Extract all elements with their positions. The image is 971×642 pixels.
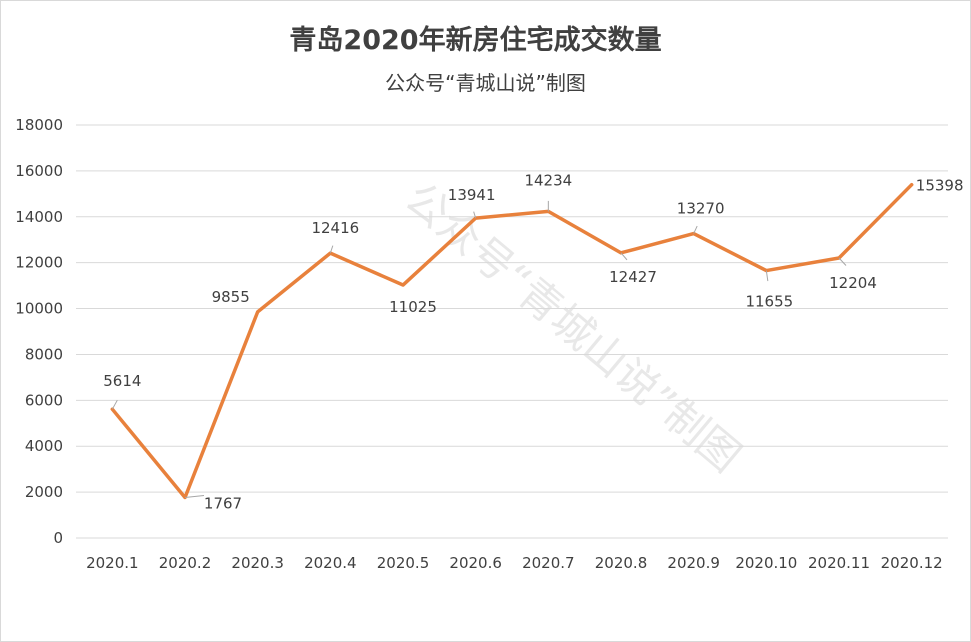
chart-title: 青岛2020年新房住宅成交数量 bbox=[289, 25, 662, 56]
x-tick-label: 2020.6 bbox=[449, 554, 502, 572]
x-tick-label: 2020.11 bbox=[808, 554, 870, 572]
data-label: 11025 bbox=[389, 298, 437, 316]
data-label: 14234 bbox=[524, 171, 572, 189]
source-badge: 青城山说 搜狐号@青岛精选 bbox=[790, 588, 968, 638]
data-label-leader bbox=[111, 399, 118, 410]
data-point bbox=[256, 310, 260, 314]
y-tick-label: 4000 bbox=[25, 437, 63, 455]
data-point bbox=[910, 183, 914, 187]
data-label: 12416 bbox=[311, 219, 359, 237]
x-tick-label: 2020.5 bbox=[377, 554, 430, 572]
x-tick-label: 2020.9 bbox=[667, 554, 720, 572]
data-label: 9855 bbox=[212, 288, 250, 306]
data-point bbox=[401, 283, 405, 287]
x-tick-label: 2020.7 bbox=[522, 554, 575, 572]
data-label: 12427 bbox=[609, 268, 657, 286]
data-label: 5614 bbox=[103, 372, 141, 390]
y-tick-label: 16000 bbox=[15, 162, 63, 180]
data-label-leader bbox=[620, 252, 628, 261]
data-label-leader bbox=[838, 257, 847, 266]
data-label: 11655 bbox=[745, 293, 793, 311]
chart-subtitle: 公众号“青城山说”制图 bbox=[385, 71, 586, 95]
badge-account-name: 青城山说 bbox=[834, 590, 906, 611]
data-label-leader bbox=[184, 494, 205, 498]
data-label: 12204 bbox=[829, 274, 877, 292]
data-label-leader bbox=[693, 225, 698, 234]
data-label: 1767 bbox=[204, 494, 242, 512]
y-tick-label: 8000 bbox=[25, 345, 63, 363]
data-label: 13270 bbox=[677, 200, 725, 218]
x-tick-label: 2020.8 bbox=[595, 554, 648, 572]
data-label-leader bbox=[329, 245, 334, 254]
x-tick-label: 2020.12 bbox=[881, 554, 943, 572]
data-label: 13941 bbox=[448, 186, 496, 204]
y-tick-label: 14000 bbox=[15, 208, 63, 226]
data-label: 15398 bbox=[916, 177, 964, 195]
series-line bbox=[110, 182, 914, 500]
x-tick-label: 2020.4 bbox=[304, 554, 357, 572]
data-label-leader bbox=[473, 211, 477, 219]
y-tick-label: 12000 bbox=[15, 254, 63, 272]
x-tick-label: 2020.3 bbox=[231, 554, 284, 572]
badge-source: 搜狐号@青岛精选 bbox=[796, 613, 940, 634]
x-tick-label: 2020.10 bbox=[735, 554, 797, 572]
y-tick-label: 2000 bbox=[25, 483, 63, 501]
y-tick-label: 18000 bbox=[15, 116, 63, 134]
y-tick-label: 10000 bbox=[15, 300, 63, 318]
y-tick-label: 0 bbox=[53, 529, 63, 547]
x-tick-label: 2020.2 bbox=[159, 554, 212, 572]
x-tick-label: 2020.1 bbox=[86, 554, 139, 572]
wechat-icon bbox=[800, 590, 828, 612]
y-tick-label: 6000 bbox=[25, 391, 63, 409]
data-label-leader bbox=[765, 270, 769, 282]
